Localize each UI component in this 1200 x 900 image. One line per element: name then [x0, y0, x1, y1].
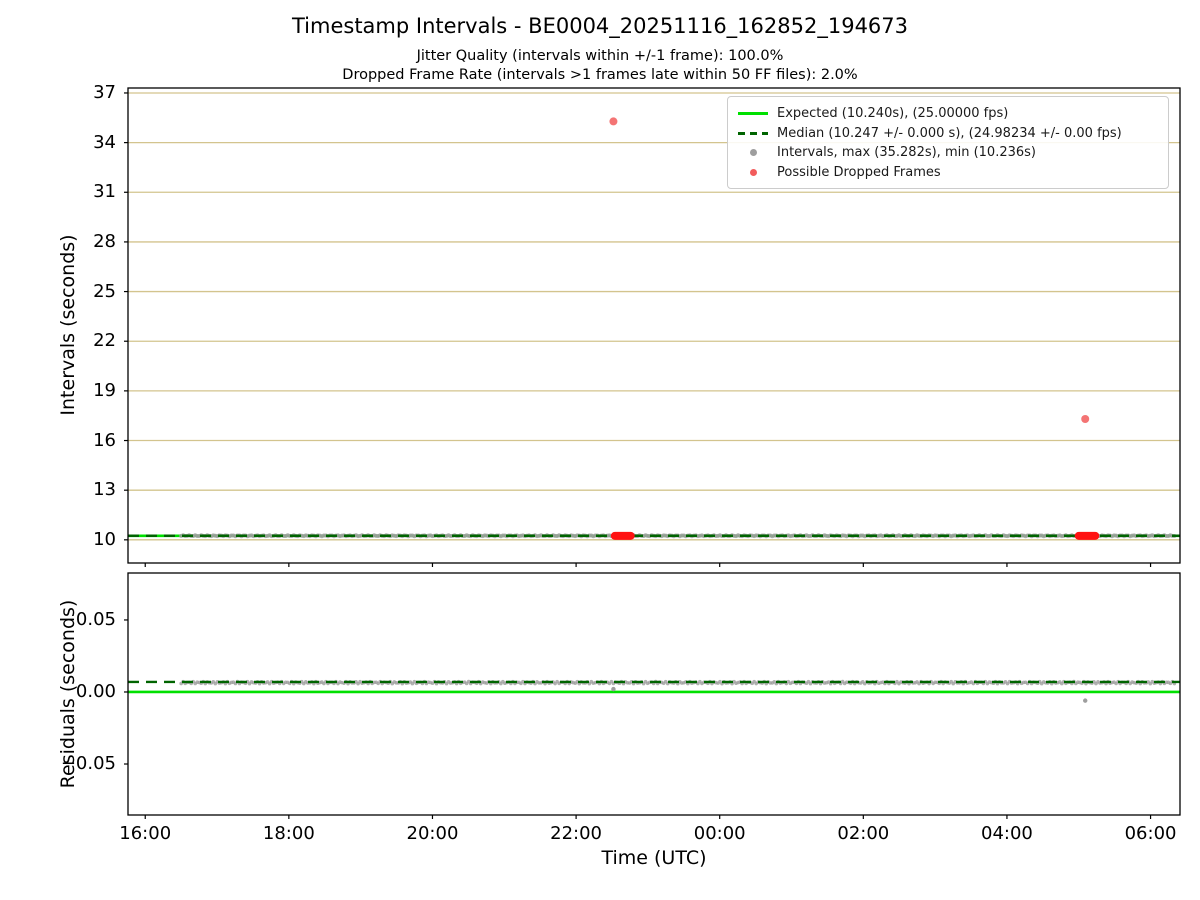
legend-label-dropped-frames: Possible Dropped Frames: [777, 164, 941, 180]
expected-line-icon: [735, 112, 771, 116]
x-tick-label: 02:00: [837, 823, 890, 844]
axes-spines: [127, 87, 1181, 816]
top-y-tick-label: 16: [93, 429, 116, 451]
top-y-tick-label: 10: [93, 528, 116, 550]
top-y-tick-label: 25: [93, 280, 116, 302]
top-y-tick-label: 31: [93, 181, 116, 203]
top-y-tick-label: 22: [93, 330, 116, 352]
intervals-dot-icon: [735, 149, 771, 157]
legend-label-intervals: Intervals, max (35.282s), min (10.236s): [777, 145, 1036, 161]
median-dashed-line-icon: [735, 131, 771, 135]
axis-tick-marks: [124, 92, 1152, 819]
bottom-y-tick-label: 0.00: [75, 680, 116, 702]
legend-label-expected: Expected (10.240s), (25.00000 fps): [777, 106, 1009, 122]
legend-label-median: Median (10.247 +/- 0.000 s), (24.98234 +…: [777, 125, 1122, 141]
x-tick-label: 16:00: [119, 823, 172, 844]
bottom-y-tick-label: 0.05: [75, 608, 116, 630]
legend-item-expected: Expected (10.240s), (25.00000 fps): [735, 104, 1160, 124]
top-y-tick-label: 37: [93, 81, 116, 103]
legend-item-median: Median (10.247 +/- 0.000 s), (24.98234 +…: [735, 124, 1160, 144]
x-tick-label: 18:00: [262, 823, 315, 844]
chart-title: Timestamp Intervals - BE0004_20251116_16…: [291, 14, 909, 38]
top-dropped-frame-points: [609, 117, 1090, 424]
legend-item-intervals: Intervals, max (35.282s), min (10.236s): [735, 143, 1160, 163]
chart-subtitle-dropped-frame-rate: Dropped Frame Rate (intervals >1 frames …: [342, 67, 858, 83]
top-y-tick-label: 34: [93, 131, 116, 153]
x-tick-label: 00:00: [693, 823, 746, 844]
bottom-y-tick-label: −0.05: [60, 753, 116, 774]
x-tick-label: 22:00: [550, 823, 603, 844]
x-tick-label: 06:00: [1124, 823, 1177, 844]
top-y-tick-label: 28: [93, 230, 116, 252]
top-panel-gridlines: [128, 92, 1180, 541]
top-y-tick-label: 13: [93, 479, 116, 501]
x-axis-label: Time (UTC): [601, 847, 707, 869]
legend: Expected (10.240s), (25.00000 fps) Media…: [727, 96, 1169, 189]
dropped-frames-dot-icon: [735, 168, 771, 176]
legend-item-dropped-frames: Possible Dropped Frames: [735, 163, 1160, 183]
x-tick-label: 20:00: [406, 823, 459, 844]
x-tick-label: 04:00: [981, 823, 1033, 844]
top-y-tick-label: 19: [93, 379, 116, 401]
chart-subtitle-jitter-quality: Jitter Quality (intervals within +/-1 fr…: [416, 48, 784, 64]
